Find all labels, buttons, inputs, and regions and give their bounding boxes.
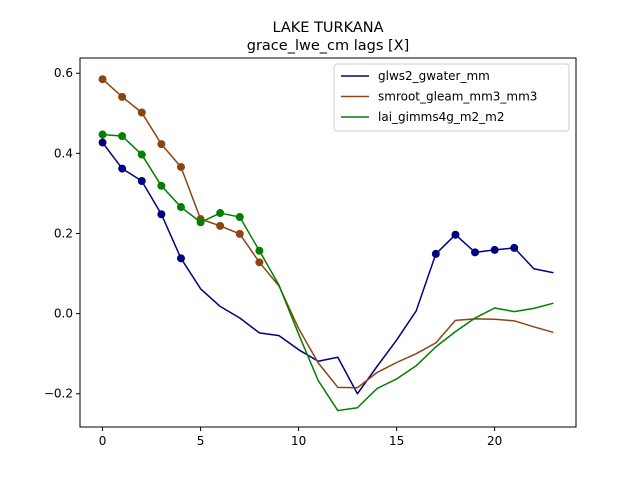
data-point xyxy=(157,181,166,190)
data-point xyxy=(176,203,185,212)
chart-title: LAKE TURKANA xyxy=(272,20,383,36)
data-point xyxy=(255,246,264,255)
y-tick-label: 0.4 xyxy=(54,146,73,160)
axes: 0 5 10 15 20 0.6 0.4 0.2 0.0 −0.2 xyxy=(44,66,502,448)
data-point xyxy=(98,75,107,84)
data-point xyxy=(216,209,225,218)
x-tick-label: 5 xyxy=(197,434,205,448)
data-point xyxy=(176,254,185,263)
x-tick-label: 10 xyxy=(291,434,306,448)
legend-label: smroot_gleam_mm3_mm3 xyxy=(378,90,537,104)
x-tick-label: 15 xyxy=(389,434,404,448)
legend: glws2_gwater_mm smroot_gleam_mm3_mm3 lai_g… xyxy=(333,63,570,132)
data-point xyxy=(137,108,146,117)
y-tick-label: 0.2 xyxy=(54,226,73,240)
data-point xyxy=(510,243,519,252)
y-tick-label: 0.6 xyxy=(54,66,73,80)
data-point xyxy=(471,248,480,257)
legend-label: lai_gimms4g_m2_m2 xyxy=(378,110,505,124)
axes-frame xyxy=(79,57,577,428)
data-point xyxy=(118,132,127,141)
legend-label: glws2_gwater_mm xyxy=(378,69,490,83)
data-point xyxy=(157,140,166,149)
data-point xyxy=(451,230,460,239)
x-tick-label: 20 xyxy=(487,434,502,448)
plot-area xyxy=(98,75,554,412)
data-point xyxy=(118,92,127,101)
data-point xyxy=(157,210,166,219)
data-point xyxy=(176,162,185,171)
data-point xyxy=(137,150,146,159)
data-point xyxy=(118,164,127,173)
data-point xyxy=(98,130,107,139)
data-point xyxy=(98,138,107,147)
series-line-2 xyxy=(102,133,554,412)
data-point xyxy=(216,221,225,230)
y-tick-label: −0.2 xyxy=(44,387,73,401)
data-point xyxy=(235,213,244,222)
series-line-1 xyxy=(102,78,554,389)
data-point xyxy=(137,177,146,185)
x-tick-label: 0 xyxy=(99,434,107,448)
data-point xyxy=(490,245,499,254)
data-point xyxy=(255,258,264,267)
data-point xyxy=(196,218,205,227)
chart-subtitle: grace_lwe_cm lags [X] xyxy=(247,38,410,54)
data-point xyxy=(431,249,440,258)
data-point xyxy=(235,229,244,238)
y-tick-label: 0.0 xyxy=(54,307,73,321)
legend-box xyxy=(333,63,570,132)
